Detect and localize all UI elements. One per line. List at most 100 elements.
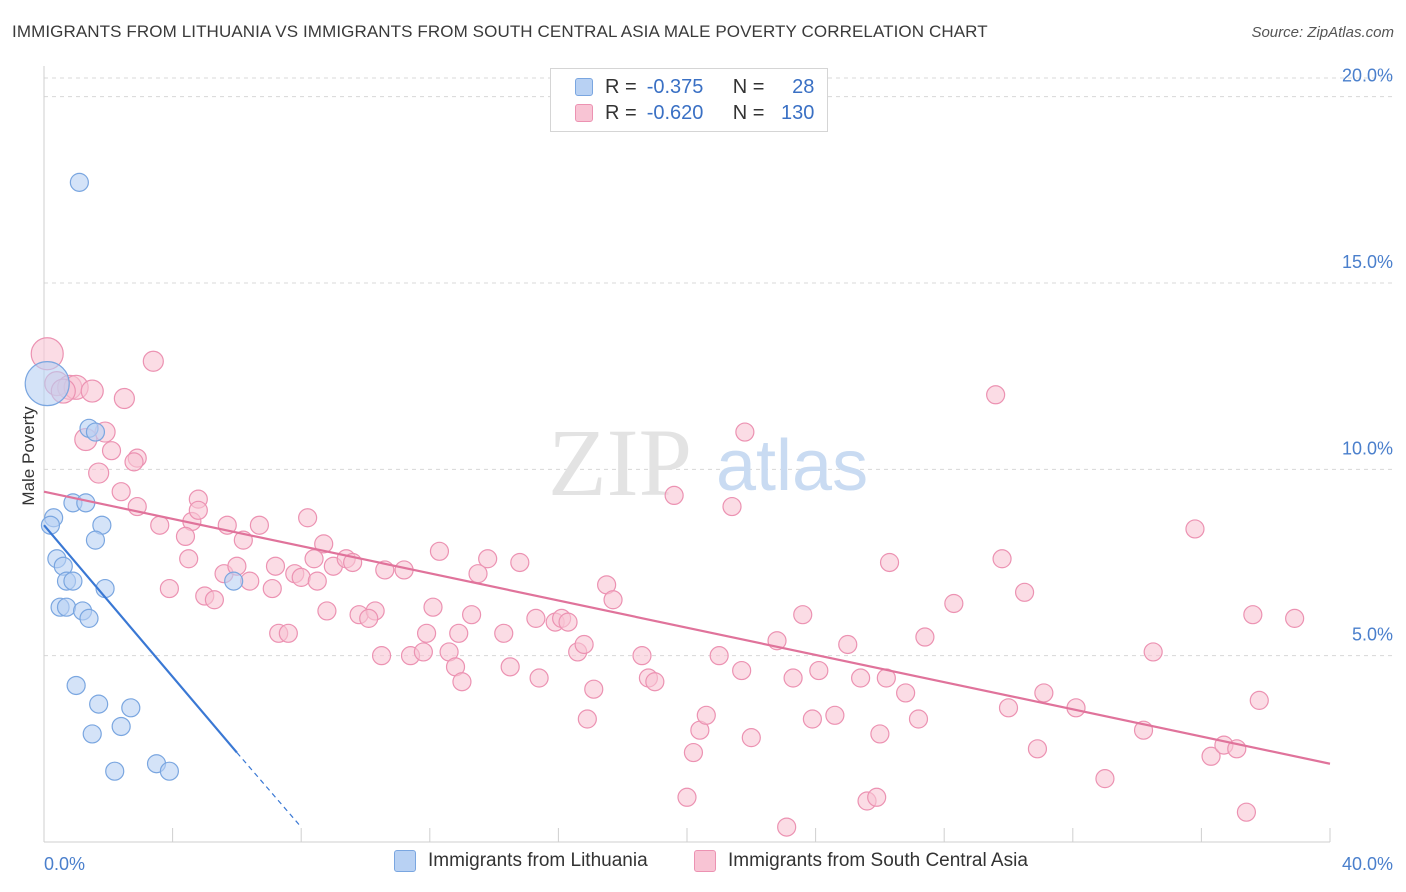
south-central-asia-point <box>838 634 858 655</box>
south-central-asia-point <box>870 724 890 744</box>
south-central-asia-point <box>825 705 845 725</box>
south-central-asia-point <box>944 593 964 614</box>
south-central-asia-point <box>632 646 652 666</box>
south-central-asia-point <box>683 742 704 763</box>
south-central-asia-point <box>175 526 196 547</box>
south-central-asia-point <box>249 515 270 535</box>
south-central-asia-point <box>510 552 530 573</box>
south-central-asia-point <box>584 679 604 699</box>
south-central-asia-point <box>709 646 729 666</box>
south-central-asia-point <box>645 672 665 692</box>
south-central-asia-point <box>896 683 916 703</box>
south-central-asia-point <box>429 541 450 561</box>
chart-title: IMMIGRANTS FROM LITHUANIA VS IMMIGRANTS … <box>12 22 988 41</box>
south-central-asia-point <box>802 709 822 729</box>
watermark: ZIP atlas <box>548 409 868 516</box>
south-central-asia-point <box>416 623 437 643</box>
lithuania-point <box>24 361 70 407</box>
south-central-asia-point <box>1185 519 1205 539</box>
south-central-asia-point <box>732 660 752 681</box>
legend-n-value: 28 <box>792 75 815 98</box>
south-central-asia-point <box>574 634 594 655</box>
south-central-asia-point <box>1243 605 1263 625</box>
south-central-asia-point <box>526 608 546 628</box>
south-central-asia-point <box>359 608 379 628</box>
lithuania-point <box>111 716 131 737</box>
lithuania-point <box>79 608 99 628</box>
legend-r-value: -0.620 <box>646 101 704 124</box>
south-central-asia-point <box>558 612 578 632</box>
south-central-asia-point <box>423 597 443 617</box>
south-central-asia-point <box>867 787 887 807</box>
lithuania-point <box>69 172 89 192</box>
legend-row-south-central-asia: R = -0.620 N = 130 <box>575 101 814 125</box>
legend-swatch-pink <box>575 104 593 122</box>
south-central-asia-point <box>314 534 334 554</box>
legend-r-value: -0.375 <box>646 75 704 98</box>
lithuania-point <box>82 724 102 744</box>
south-central-asia-point <box>915 627 935 647</box>
bottom-legend-south-central-asia: Immigrants from South Central Asia <box>694 850 1028 872</box>
south-central-asia-point <box>80 379 104 403</box>
south-central-asia-point <box>677 787 697 807</box>
south-central-asia-point <box>449 623 469 643</box>
south-central-asia-point <box>262 578 282 599</box>
south-central-asia-point <box>291 567 311 587</box>
south-central-asia-point <box>413 642 433 662</box>
y-axis-label: Male Poverty <box>19 406 38 506</box>
south-central-asia-point <box>735 422 755 442</box>
south-central-asia-point <box>1249 690 1269 710</box>
south-central-asia-point <box>577 709 597 729</box>
south-central-asia-point <box>113 387 135 410</box>
south-central-asia-point <box>278 623 298 643</box>
legend-r-label: R = <box>605 75 637 98</box>
correlation-legend: R = -0.375 N = 28 R = -0.620 N = 130 <box>550 68 828 132</box>
legend-swatch-blue <box>575 78 593 96</box>
lithuania-point <box>85 422 106 442</box>
lithuania-point <box>121 698 141 718</box>
lithuania-point <box>159 761 179 781</box>
y-tick-label: 5.0% <box>1352 625 1393 645</box>
bottom-legend-label: Immigrants from Lithuania <box>428 850 648 871</box>
lithuania-trendline <box>43 524 238 754</box>
south-central-asia-point <box>494 623 514 643</box>
south-central-asia-point <box>696 705 716 725</box>
lithuania-point <box>105 761 125 781</box>
lithuania-point <box>56 597 77 617</box>
south-central-asia-point <box>998 698 1019 718</box>
south-central-asia-point <box>298 508 318 528</box>
south-central-asia-point <box>101 441 122 461</box>
south-central-asia-point <box>777 817 797 837</box>
south-central-asia-point <box>142 350 164 372</box>
south-central-asia-point <box>240 571 260 591</box>
lithuania-point <box>63 571 83 591</box>
south-central-asia-point <box>307 571 327 591</box>
south-central-asia-point <box>1236 802 1257 822</box>
south-central-asia-point <box>851 668 871 688</box>
south-central-asia-point <box>452 672 472 692</box>
south-central-asia-point <box>603 590 623 610</box>
legend-r-label: R = <box>605 101 637 124</box>
south-central-asia-point <box>468 564 488 584</box>
x-tick-label: 0.0% <box>44 854 85 874</box>
south-central-asia-point <box>371 646 392 666</box>
bottom-legend-swatch-pink <box>694 850 716 872</box>
south-central-asia-point <box>1095 769 1115 789</box>
south-central-asia-point <box>1143 642 1163 662</box>
south-central-asia-point <box>204 590 224 610</box>
lithuania-point <box>89 694 109 714</box>
bottom-legend-lithuania: Immigrants from Lithuania <box>394 850 648 872</box>
south-central-asia-point <box>722 496 742 517</box>
south-central-asia-point <box>809 660 829 681</box>
south-central-asia-point <box>500 657 520 677</box>
lithuania-point <box>224 571 244 591</box>
lithuania-point <box>66 675 86 696</box>
south-central-asia-point <box>188 500 208 520</box>
south-central-asia-point <box>461 605 482 625</box>
south-central-asia-point <box>1034 683 1054 703</box>
legend-n-label: N = <box>732 75 765 98</box>
x-tick-label: 40.0% <box>1342 854 1393 874</box>
south-central-asia-point <box>992 549 1012 569</box>
south-central-asia-point <box>664 485 684 506</box>
